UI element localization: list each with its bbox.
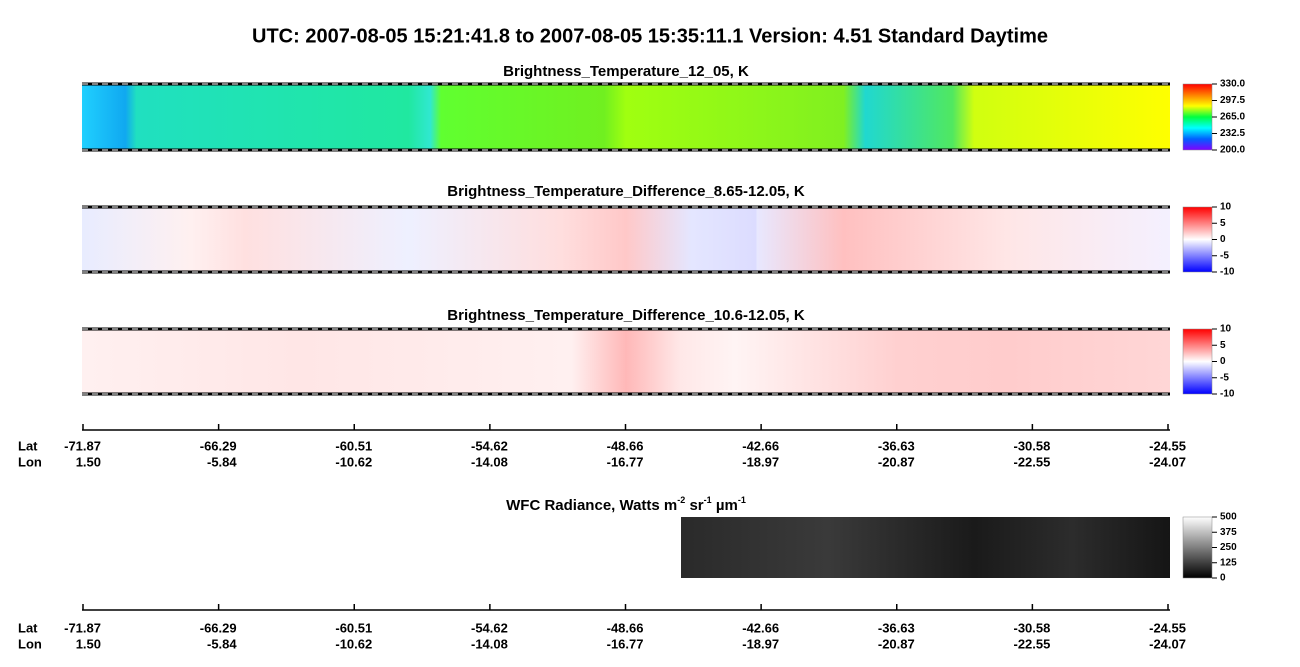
superscript: -1 xyxy=(738,495,746,505)
lon-tick-label: -18.97 xyxy=(742,454,779,469)
lon-tick-label: 1.50 xyxy=(76,636,101,651)
panel-title: Brightness_Temperature_12_05, K xyxy=(503,63,749,80)
lat-tick-label: -24.55 xyxy=(1149,620,1186,635)
colorbar-tick-label: 5 xyxy=(1220,218,1226,229)
lon-tick-label: -14.08 xyxy=(471,636,508,651)
lon-tick-label: -5.84 xyxy=(207,636,237,651)
lon-tick-label: -16.77 xyxy=(607,636,644,651)
panel-title: Brightness_Temperature_Difference_8.65-1… xyxy=(447,183,805,200)
colorbar-tick-label: 10 xyxy=(1220,202,1232,213)
colorbar-tick-label: 232.5 xyxy=(1220,128,1245,139)
data-strip xyxy=(681,517,1170,578)
data-strip xyxy=(82,84,1170,150)
lat-tick-label: -48.66 xyxy=(607,438,644,453)
lat-tick-label: -48.66 xyxy=(607,620,644,635)
colorbar xyxy=(1182,516,1213,579)
colorbar-tick-label: 330.0 xyxy=(1220,79,1245,90)
colorbar-tick-label: 10 xyxy=(1220,324,1232,335)
lat-tick-label: -60.51 xyxy=(335,620,372,635)
lon-tick-label: -5.84 xyxy=(207,454,237,469)
lon-tick-label: -24.07 xyxy=(1149,636,1186,651)
lat-tick-label: -66.29 xyxy=(200,438,237,453)
colorbar xyxy=(1182,206,1213,273)
lon-tick-label: -18.97 xyxy=(742,636,779,651)
colorbar-tick-label: 500 xyxy=(1220,512,1237,523)
lat-label: Lat xyxy=(18,620,38,635)
lat-tick-label: -42.66 xyxy=(742,620,779,635)
lat-label: Lat xyxy=(18,438,38,453)
colorbar xyxy=(1182,328,1213,395)
title-part: WFC Radiance, Watts m xyxy=(506,497,677,514)
lat-tick-label: -30.58 xyxy=(1014,620,1051,635)
colorbar-tick-label: 250 xyxy=(1220,542,1237,553)
colorbar-tick-label: -5 xyxy=(1220,250,1229,261)
lon-tick-label: -16.77 xyxy=(607,454,644,469)
lat-tick-label: -24.55 xyxy=(1149,438,1186,453)
colorbar-tick-label: 200.0 xyxy=(1220,145,1245,156)
panel-title: Brightness_Temperature_Difference_10.6-1… xyxy=(447,307,805,324)
lat-tick-label: -71.87 xyxy=(64,438,101,453)
colorbar-tick-label: 375 xyxy=(1220,527,1237,538)
colorbar-tick-label: 5 xyxy=(1220,340,1226,351)
lat-tick-label: -42.66 xyxy=(742,438,779,453)
colorbar-tick-label: 125 xyxy=(1220,557,1237,568)
colorbar-tick-label: -5 xyxy=(1220,372,1229,383)
lat-tick-label: -54.62 xyxy=(471,438,508,453)
lon-tick-label: -14.08 xyxy=(471,454,508,469)
colorbar-tick-label: 0 xyxy=(1220,573,1226,584)
colorbar-tick-label: 265.0 xyxy=(1220,112,1245,123)
page-title: UTC: 2007-08-05 15:21:41.8 to 2007-08-05… xyxy=(252,25,1048,47)
title-part: µm xyxy=(712,497,738,514)
lat-tick-label: -71.87 xyxy=(64,620,101,635)
colorbar-tick-label: 0 xyxy=(1220,234,1226,245)
data-strip xyxy=(82,329,1170,394)
lon-tick-label: -20.87 xyxy=(878,454,915,469)
lat-tick-label: -36.63 xyxy=(878,620,915,635)
colorbar-tick-label: -10 xyxy=(1220,267,1235,278)
colorbar-tick-label: 297.5 xyxy=(1220,95,1245,106)
lon-tick-label: -22.55 xyxy=(1014,454,1051,469)
lon-label: Lon xyxy=(18,636,42,651)
lat-tick-label: -66.29 xyxy=(200,620,237,635)
superscript: -1 xyxy=(704,495,712,505)
lon-tick-label: -24.07 xyxy=(1149,454,1186,469)
lon-tick-label: 1.50 xyxy=(76,454,101,469)
lat-tick-label: -36.63 xyxy=(878,438,915,453)
data-strip xyxy=(82,207,1170,272)
title-part: sr xyxy=(685,497,704,514)
lon-tick-label: -22.55 xyxy=(1014,636,1051,651)
superscript: -2 xyxy=(677,495,685,505)
lon-label: Lon xyxy=(18,454,42,469)
lat-tick-label: -60.51 xyxy=(335,438,372,453)
lon-tick-label: -10.62 xyxy=(335,454,372,469)
panel-title: WFC Radiance, Watts m-2 sr-1 µm-1 xyxy=(506,495,746,514)
lon-tick-label: -10.62 xyxy=(335,636,372,651)
lat-tick-label: -54.62 xyxy=(471,620,508,635)
colorbar-tick-label: 0 xyxy=(1220,356,1226,367)
lat-tick-label: -30.58 xyxy=(1014,438,1051,453)
colorbar-tick-label: -10 xyxy=(1220,389,1235,400)
colorbar xyxy=(1182,83,1213,151)
lon-tick-label: -20.87 xyxy=(878,636,915,651)
